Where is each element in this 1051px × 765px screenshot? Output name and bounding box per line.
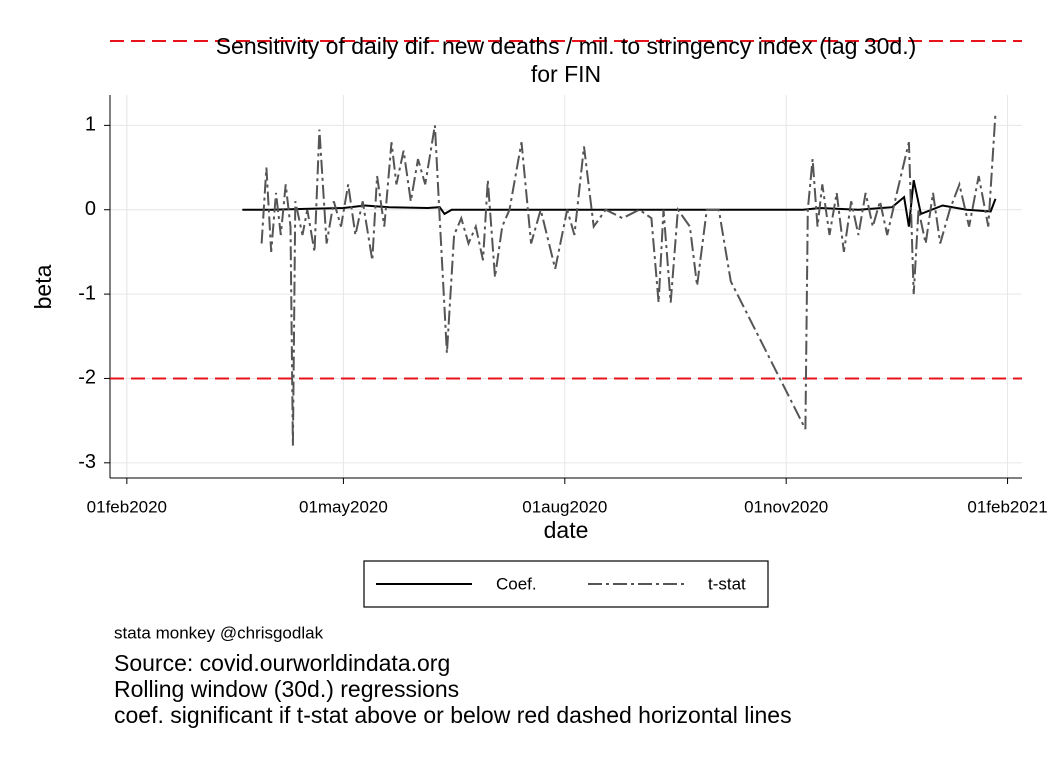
x-tick-label: 01aug2020	[522, 497, 607, 516]
y-tick-label: 1	[85, 114, 96, 136]
chart-title: Sensitivity of daily dif. new deaths / m…	[216, 33, 917, 59]
series-line	[260, 112, 997, 446]
x-tick-label: 01feb2021	[967, 497, 1047, 516]
caption: coef. significant if t-stat above or bel…	[114, 702, 792, 728]
legend-label: t-stat	[708, 574, 746, 593]
y-tick-label: -3	[78, 451, 96, 473]
caption: Source: covid.ourworldindata.org	[114, 650, 450, 676]
y-tick-label: -1	[78, 282, 96, 304]
x-tick-label: 01nov2020	[744, 497, 828, 516]
legend-label: Coef.	[496, 574, 537, 593]
y-tick-label: 0	[85, 198, 96, 220]
x-axis-label: date	[544, 517, 589, 543]
chart-title: for FIN	[531, 61, 601, 87]
note: stata monkey @chrisgodlak	[114, 623, 324, 642]
x-tick-label: 01may2020	[299, 497, 388, 516]
caption: Rolling window (30d.) regressions	[114, 676, 459, 702]
y-tick-label: -2	[78, 367, 96, 389]
x-tick-label: 01feb2020	[87, 497, 167, 516]
y-axis-label: beta	[30, 264, 56, 309]
series-line	[242, 179, 997, 227]
